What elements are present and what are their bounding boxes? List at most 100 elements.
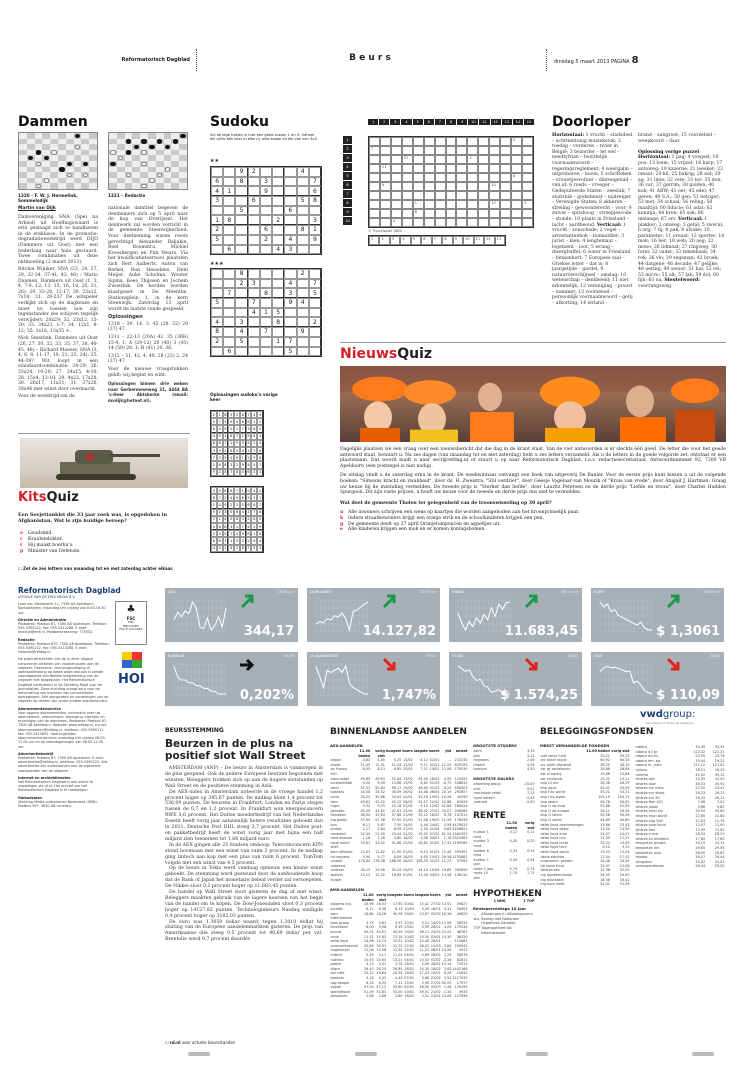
sudoku-cell[interactable] (211, 307, 224, 318)
crossword-cell[interactable] (522, 146, 533, 155)
crossword-cell[interactable] (434, 155, 446, 164)
crossword-cell[interactable]: 13 (489, 200, 501, 209)
crossword-cell[interactable] (478, 173, 490, 182)
sudoku-cell[interactable] (235, 186, 248, 197)
sudoku-cell[interactable] (259, 346, 273, 357)
crossword-cell[interactable] (412, 218, 424, 227)
crossword-cell[interactable] (445, 164, 457, 173)
sudoku-cell[interactable] (284, 167, 297, 177)
crossword-cell[interactable] (423, 164, 435, 173)
sudoku-cell[interactable]: 7 (284, 336, 297, 347)
sudoku-cell[interactable] (247, 215, 260, 226)
crossword-cell[interactable]: 8 (511, 173, 523, 182)
solution-cell[interactable]: 3 (389, 236, 401, 245)
crossword-cell[interactable] (478, 218, 490, 227)
sudoku-cell[interactable] (272, 225, 285, 235)
crossword-cell[interactable] (423, 191, 435, 200)
crossword-cell[interactable] (456, 209, 468, 218)
crossword-cell[interactable] (445, 209, 457, 218)
crossword-cell[interactable] (412, 155, 424, 164)
sudoku-cell[interactable]: 2 (272, 215, 285, 226)
sudoku-cell[interactable]: 8 (308, 196, 321, 206)
crossword-cell[interactable] (489, 173, 501, 182)
sudoku-cell[interactable] (308, 327, 321, 337)
crossword-cell[interactable] (500, 200, 512, 209)
crossword-cell[interactable] (369, 155, 380, 164)
sudoku-cell[interactable] (211, 244, 224, 255)
crossword-cell[interactable] (456, 137, 468, 146)
sudoku-cell[interactable]: 1 (308, 225, 321, 235)
sudoku-cell[interactable] (296, 336, 309, 347)
sudoku-cell[interactable] (284, 327, 297, 337)
sudoku-cell[interactable] (296, 346, 309, 357)
sudoku-cell[interactable] (259, 167, 273, 177)
sudoku-cell[interactable]: 6 (284, 205, 297, 216)
sudoku-cell[interactable] (259, 317, 273, 328)
crossword-cell[interactable] (522, 191, 533, 200)
crossword-cell[interactable] (434, 218, 446, 227)
crossword-cell[interactable] (369, 218, 380, 227)
sudoku-cell[interactable]: 8 (296, 225, 309, 235)
sudoku-cell[interactable]: 1 (272, 336, 285, 347)
sudoku-cell[interactable] (296, 244, 309, 255)
crossword-cell[interactable] (500, 146, 512, 155)
sudoku-cell[interactable] (272, 186, 285, 197)
crossword-cell[interactable] (423, 146, 435, 155)
crossword-cell[interactable] (478, 164, 490, 173)
crossword-cell[interactable] (467, 164, 479, 173)
sudoku-cell[interactable] (247, 176, 260, 187)
sudoku-cell[interactable] (308, 244, 321, 255)
crossword-cell[interactable] (412, 146, 424, 155)
crossword-cell[interactable] (369, 200, 380, 209)
crossword-cell[interactable] (401, 173, 413, 182)
market-tile-10-jaarsrente[interactable]: 10 JAARSRENTE 05/03 1,747% (307, 652, 440, 706)
sudoku-cell[interactable] (284, 176, 297, 187)
crossword-cell[interactable] (369, 182, 380, 191)
sudoku-cell[interactable]: 8 (211, 327, 224, 337)
sudoku-cell[interactable]: 3 (211, 196, 224, 206)
sudoku-cell[interactable]: 6 (223, 346, 236, 357)
sudoku-cell[interactable] (223, 176, 236, 187)
sudoku-cell[interactable] (247, 288, 260, 299)
crossword-cell[interactable] (401, 164, 413, 173)
crossword-cell[interactable] (522, 164, 533, 173)
sudoku-cell[interactable] (259, 205, 273, 216)
crossword-cell[interactable] (478, 137, 490, 146)
crossword-cell[interactable]: 4 (390, 218, 402, 227)
crossword-cell[interactable] (434, 191, 446, 200)
crossword-cell[interactable] (500, 164, 512, 173)
sudoku-cell[interactable]: 4 (284, 278, 297, 289)
crossword-cell[interactable] (478, 209, 490, 218)
sudoku-cell[interactable]: 7 (308, 278, 321, 289)
sudoku-cell[interactable] (272, 234, 285, 245)
crossword-cell[interactable] (467, 146, 479, 155)
sudoku-cell[interactable]: 3 (235, 317, 248, 328)
crossword-cell[interactable] (445, 182, 457, 191)
sudoku-cell[interactable] (235, 215, 248, 226)
crossword-cell[interactable] (445, 155, 457, 164)
crossword-cell[interactable] (489, 164, 501, 173)
sudoku-cell[interactable] (223, 234, 236, 245)
crossword-cell[interactable] (423, 218, 435, 227)
crossword-cell[interactable] (456, 191, 468, 200)
crossword-cell[interactable] (423, 155, 435, 164)
sudoku-cell[interactable] (296, 186, 309, 197)
sudoku-cell[interactable]: 5 (211, 298, 224, 308)
crossword-cell[interactable] (434, 164, 446, 173)
sudoku-cell[interactable] (235, 346, 248, 357)
sudoku-cell[interactable] (284, 186, 297, 197)
sudoku-cell[interactable] (235, 225, 248, 235)
crossword-cell[interactable] (445, 218, 457, 227)
sudoku-cell[interactable] (296, 278, 309, 289)
solution-cell[interactable]: 2 (379, 236, 390, 245)
crossword-cell[interactable] (412, 182, 424, 191)
sudoku-cell[interactable] (259, 215, 273, 226)
sudoku-cell[interactable]: 4 (235, 327, 248, 337)
crossword-cell[interactable] (511, 200, 523, 209)
crossword-cell[interactable] (511, 182, 523, 191)
market-tile-goud[interactable]: GOUD 04/03 $ 1.574,25 (449, 652, 582, 706)
sudoku-cell[interactable] (272, 205, 285, 216)
sudoku-cell[interactable] (247, 336, 260, 347)
market-tile-euro[interactable]: EURO 18:19 uur $ 1,3061 (591, 588, 724, 642)
crossword-cell[interactable] (500, 173, 512, 182)
